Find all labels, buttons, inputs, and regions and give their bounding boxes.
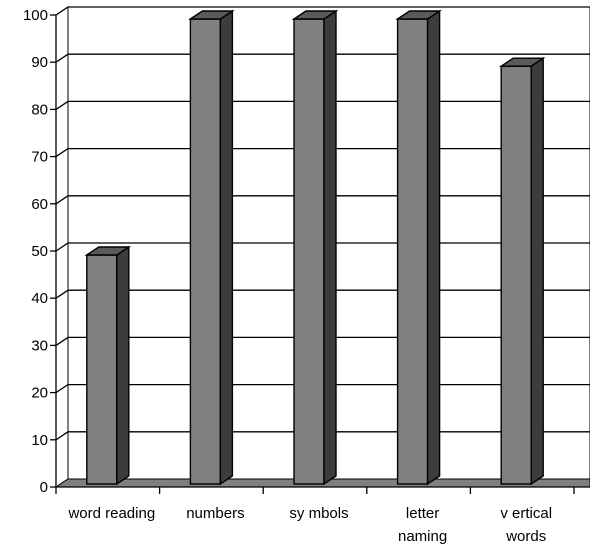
bar-side-face [323, 9, 337, 486]
bar [84, 245, 132, 486]
bar-front-face [500, 65, 532, 485]
y-tick-label: 10 [31, 432, 48, 449]
y-tick-label: 0 [40, 479, 48, 496]
y-tick-label: 70 [31, 149, 48, 166]
x-axis-tick-labels: word reading numbers sy mbols letter naming v… [67, 505, 552, 545]
y-tick-label: 30 [31, 337, 48, 354]
bar-top-face [291, 10, 339, 20]
bar-side-face [219, 9, 234, 486]
bar-top-face [188, 10, 235, 20]
bars [84, 9, 546, 486]
x-tick-label: words [505, 528, 546, 545]
x-tick-label: word reading [67, 505, 155, 522]
y-tick-label: 90 [31, 54, 48, 71]
bar-front-face [189, 18, 222, 485]
bar-front-face [86, 254, 118, 485]
x-tick-label: v ertical [500, 505, 552, 522]
bar [498, 56, 546, 486]
y-tick-label: 50 [31, 243, 48, 260]
bar-front-face [396, 18, 429, 485]
x-tick-label: naming [398, 528, 447, 545]
axes [50, 14, 590, 494]
bar-top-face [498, 57, 546, 67]
bar-side-face [530, 56, 544, 486]
bar-side-face [426, 9, 441, 486]
y-tick-label: 40 [31, 290, 48, 307]
bar [291, 9, 339, 486]
y-axis-tick-labels: 0 10 20 30 40 50 60 70 80 90 100 [23, 7, 48, 496]
bar-top-face [84, 246, 132, 256]
bar-top-face [395, 10, 442, 20]
x-tick-label: sy mbols [289, 505, 348, 522]
y-tick-label: 80 [31, 101, 48, 118]
gridline [55, 6, 590, 16]
y-tick-label: 100 [23, 7, 48, 24]
x-tick-label: letter [406, 505, 439, 522]
y-tick-label: 60 [31, 196, 48, 213]
bar-front-face [293, 18, 325, 485]
bar [395, 9, 442, 486]
y-tick-label: 20 [31, 385, 48, 402]
bar [188, 9, 235, 486]
x-tick-label: numbers [186, 505, 244, 522]
bar-side-face [116, 245, 130, 486]
